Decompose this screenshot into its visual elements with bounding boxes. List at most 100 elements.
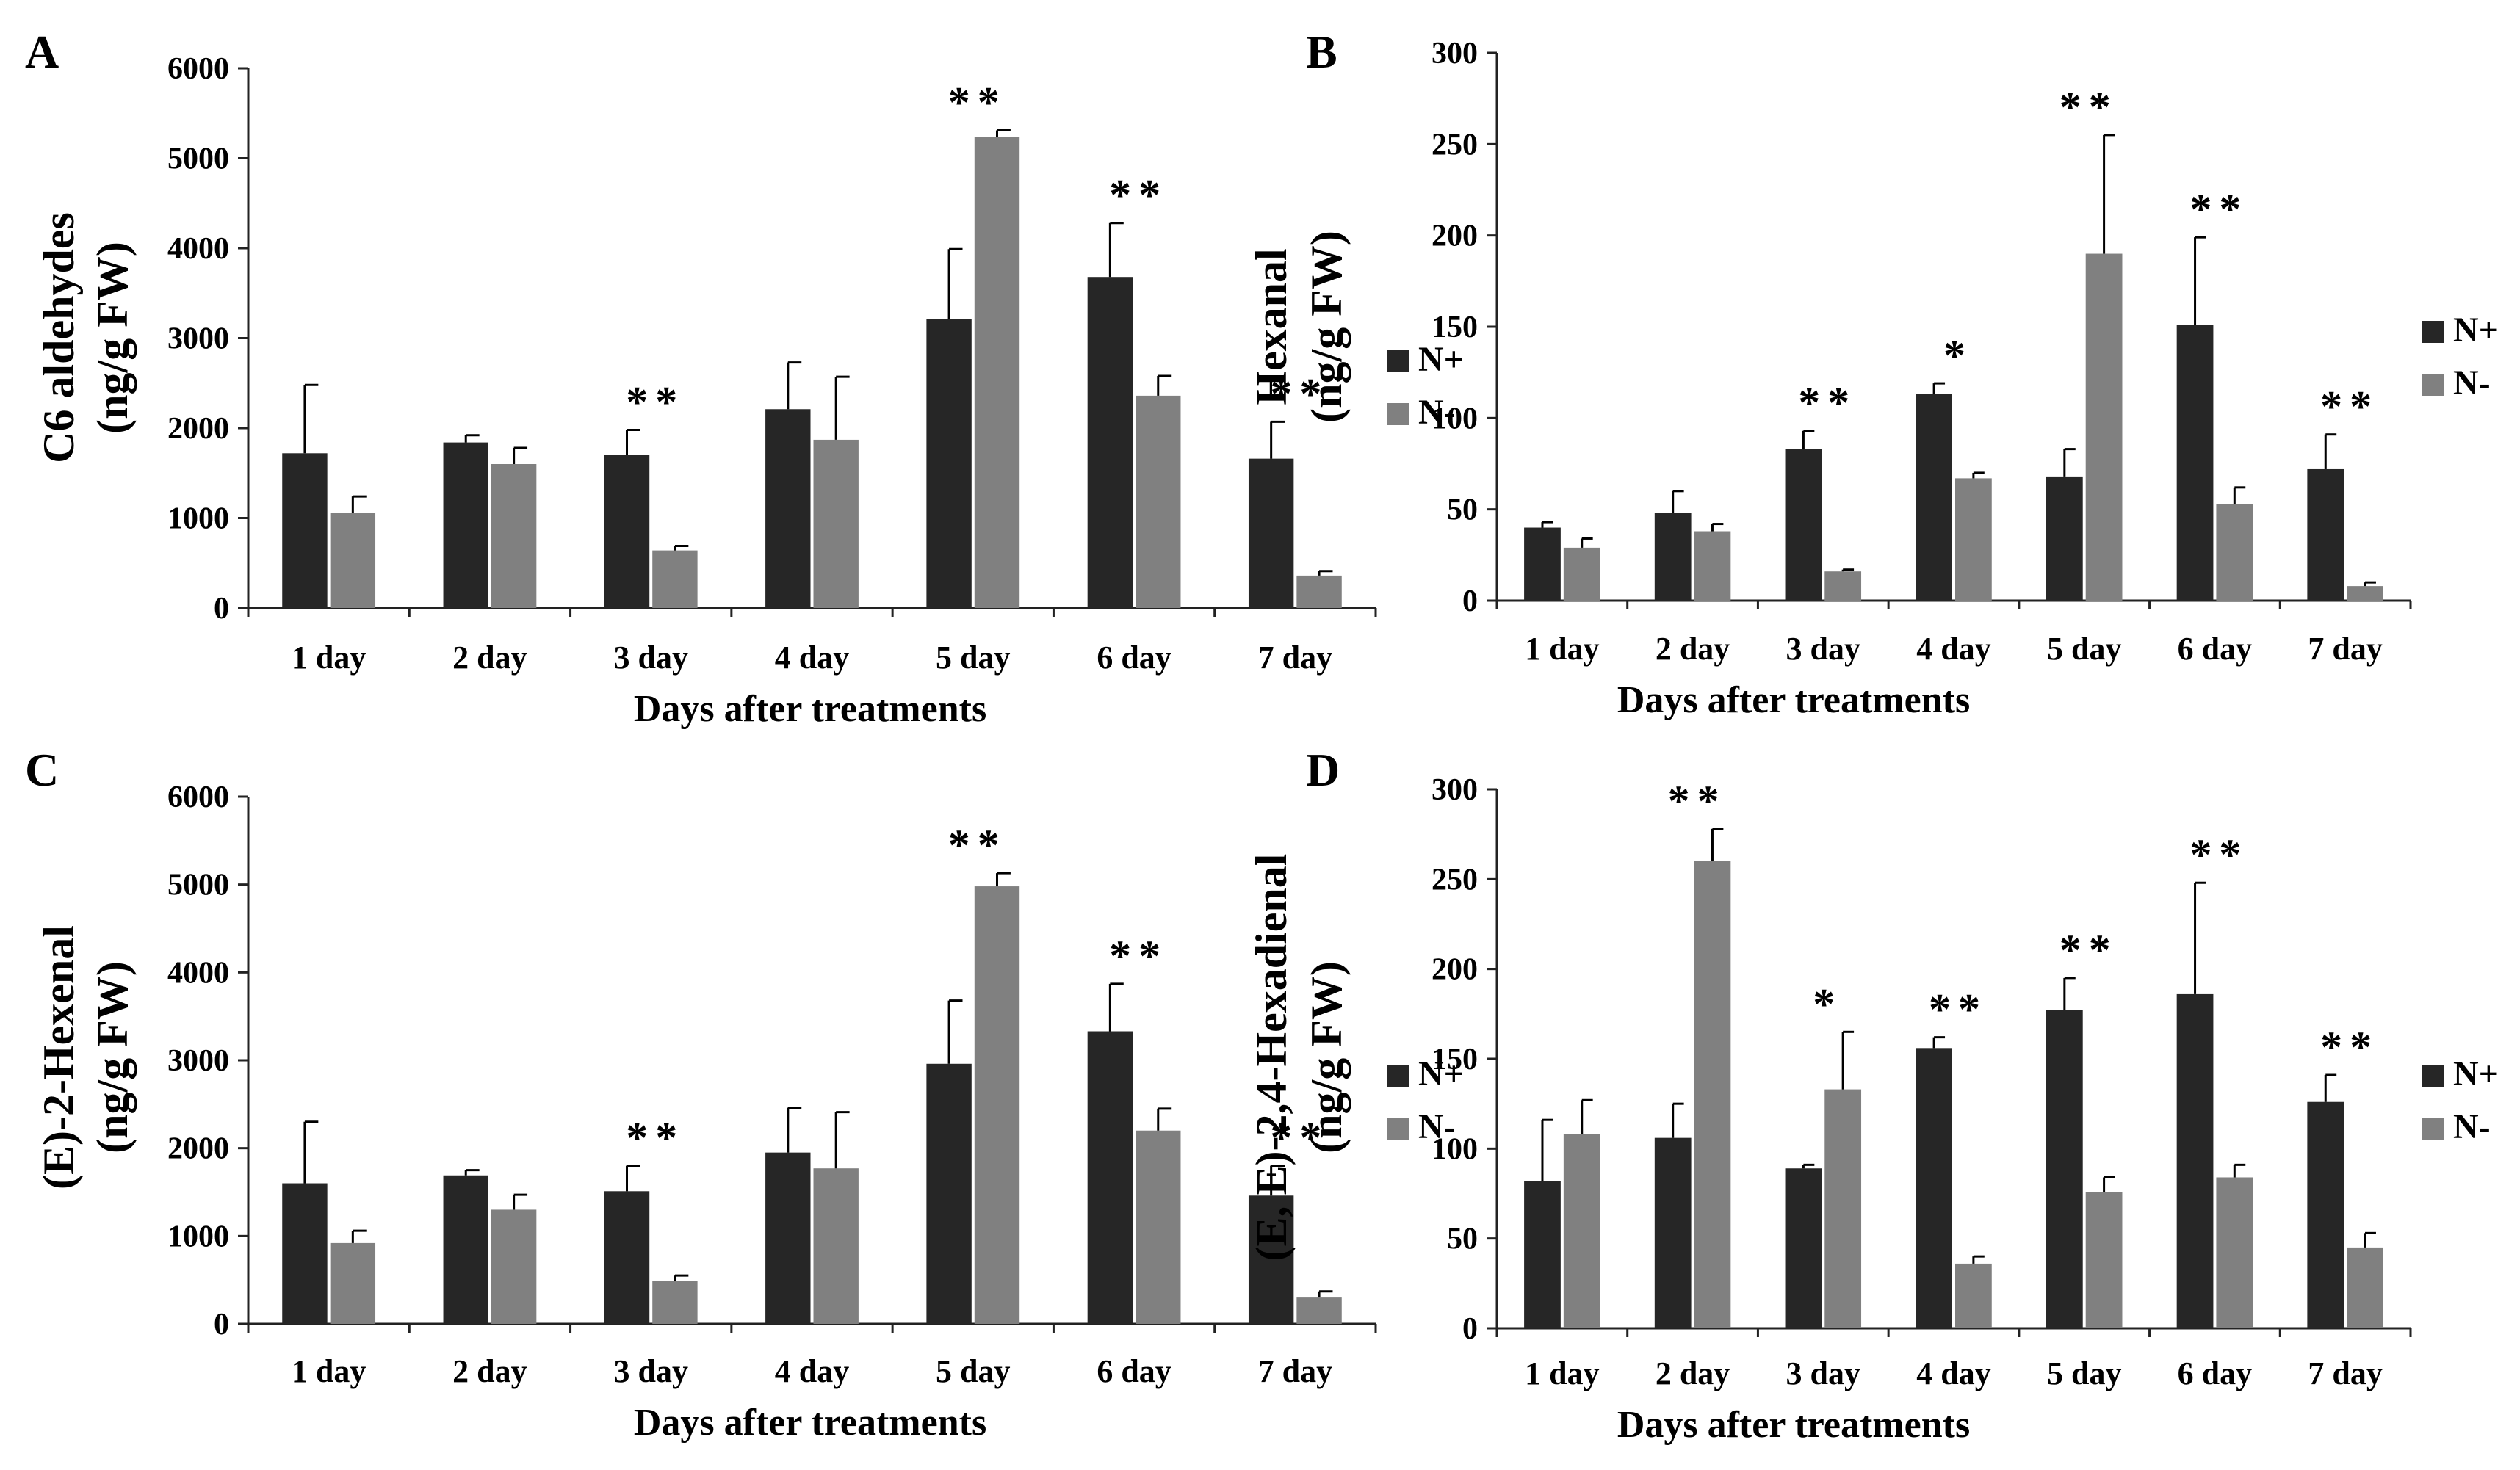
x-tick-label: 7 day <box>1258 640 1332 676</box>
legend-swatch-n-minus <box>2422 1118 2444 1140</box>
panel-letter: B <box>1306 26 1337 78</box>
significance-mark: ** <box>1929 985 1988 1034</box>
x-tick-label: 6 day <box>1097 640 1171 676</box>
legend-swatch-n-minus <box>1387 403 1409 425</box>
bar-n-minus <box>2216 1177 2253 1328</box>
y-axis-title-line1: C6 aldehydes <box>35 212 83 463</box>
bar-n-minus <box>974 886 1020 1324</box>
bar-n-minus <box>652 550 698 608</box>
y-axis-title-line2: (ng/g FW) <box>88 961 137 1154</box>
x-tick-label: 5 day <box>936 640 1010 676</box>
bar-n-plus <box>1785 1168 1822 1328</box>
bar-n-plus <box>1248 458 1294 608</box>
bar-n-minus <box>813 1168 859 1324</box>
x-tick-label: 4 day <box>775 1353 849 1389</box>
y-tick-label: 6000 <box>167 781 229 814</box>
panel-letter: A <box>25 26 59 78</box>
y-tick-label: 2000 <box>167 1132 229 1166</box>
bar-n-plus <box>1524 1181 1561 1328</box>
x-tick-label: 3 day <box>613 640 687 676</box>
x-axis-title: Days after treatments <box>1617 679 1970 721</box>
legend-label-n-plus: N+ <box>1418 1054 1464 1093</box>
bar-n-minus <box>1824 1089 1862 1328</box>
significance-mark: * <box>1813 980 1842 1028</box>
bar-n-plus <box>1524 527 1561 601</box>
bar-n-minus <box>330 513 376 608</box>
y-tick-label: 5000 <box>167 142 229 176</box>
y-tick-label: 0 <box>214 1308 229 1342</box>
x-tick-label: 2 day <box>452 640 527 676</box>
bar-n-minus <box>974 137 1020 609</box>
y-tick-label: 6000 <box>167 52 229 86</box>
x-tick-label: 4 day <box>1916 1355 1990 1391</box>
bar-n-plus <box>2046 1010 2083 1328</box>
y-axis-title-line1: (E)-2-Hexenal <box>35 925 83 1190</box>
bar-n-plus <box>1785 449 1822 601</box>
x-tick-label: 4 day <box>1916 631 1990 667</box>
significance-mark: * <box>1943 331 1973 380</box>
x-tick-label: 1 day <box>292 640 366 676</box>
bar-n-plus <box>282 453 328 608</box>
legend-label-n-minus: N- <box>1418 1107 1456 1146</box>
y-axis-title-line2: (ng/g FW) <box>88 242 137 434</box>
bar-n-minus <box>2216 504 2253 601</box>
legend-swatch-n-plus <box>2422 321 2444 343</box>
significance-mark: ** <box>1270 369 1329 418</box>
legend-swatch-n-minus <box>2422 374 2444 396</box>
significance-mark: ** <box>2320 1023 2379 1071</box>
legend-swatch-n-plus <box>1387 350 1409 372</box>
bar-n-minus <box>1694 531 1731 601</box>
x-tick-label: 1 day <box>292 1353 366 1389</box>
significance-mark: ** <box>626 1114 685 1162</box>
panel-letter: C <box>25 744 59 796</box>
y-tick-label: 250 <box>1432 863 1478 897</box>
bar-n-plus <box>765 1152 811 1324</box>
x-tick-label: 5 day <box>936 1353 1010 1389</box>
y-tick-label: 1000 <box>167 502 229 536</box>
bar-n-minus <box>1824 571 1862 601</box>
bar-n-plus <box>1248 1195 1294 1324</box>
bar-n-minus <box>330 1242 376 1324</box>
y-tick-label: 50 <box>1447 1223 1478 1256</box>
significance-mark: ** <box>948 79 1007 127</box>
x-axis-title: Days after treatments <box>634 688 986 730</box>
y-tick-label: 1000 <box>167 1220 229 1253</box>
x-tick-label: 7 day <box>2308 631 2382 667</box>
x-tick-label: 6 day <box>2178 631 2252 667</box>
legend-label-n-minus: N- <box>2453 1107 2491 1146</box>
significance-mark: ** <box>1109 932 1168 980</box>
y-axis-title-line2: (ng/g FW) <box>1302 961 1351 1154</box>
x-tick-label: 6 day <box>2178 1355 2252 1391</box>
x-tick-label: 3 day <box>613 1353 687 1389</box>
bar-n-plus <box>1087 277 1133 608</box>
legend-swatch-n-plus <box>2422 1065 2444 1087</box>
legend-label-n-minus: N- <box>1418 393 1456 432</box>
x-tick-label: 6 day <box>1097 1353 1171 1389</box>
significance-mark: ** <box>2059 83 2118 131</box>
significance-mark: ** <box>1798 379 1857 427</box>
bar-n-minus <box>491 1209 537 1324</box>
bar-n-minus <box>1563 547 1600 601</box>
y-axis-title-line2: (ng/g FW) <box>1302 231 1351 423</box>
bar-n-minus <box>1955 1263 1992 1328</box>
bar-n-plus <box>443 1175 488 1324</box>
y-tick-label: 0 <box>1462 584 1478 618</box>
y-tick-label: 4000 <box>167 956 229 990</box>
bar-n-minus <box>2347 586 2383 601</box>
legend-label-n-plus: N+ <box>1418 340 1464 379</box>
panel-d: D 0 50 100 150 200 250 300 1 day 2 day ** 3 day * 4 d… <box>1247 744 2499 1446</box>
x-tick-label: 1 day <box>1525 1355 1599 1391</box>
y-tick-label: 3000 <box>167 1044 229 1078</box>
significance-mark: ** <box>2320 383 2379 431</box>
bar-n-plus <box>2307 468 2344 601</box>
y-tick-label: 0 <box>1462 1312 1478 1346</box>
bar-n-plus <box>1916 394 1952 601</box>
y-tick-label: 100 <box>1432 1132 1478 1166</box>
significance-mark: ** <box>1668 777 1727 825</box>
bar-n-minus <box>1694 861 1731 1328</box>
panel-letter: D <box>1306 744 1340 796</box>
x-tick-label: 7 day <box>1258 1353 1332 1389</box>
bar-n-minus <box>2085 253 2123 601</box>
significance-mark: ** <box>2059 926 2118 974</box>
